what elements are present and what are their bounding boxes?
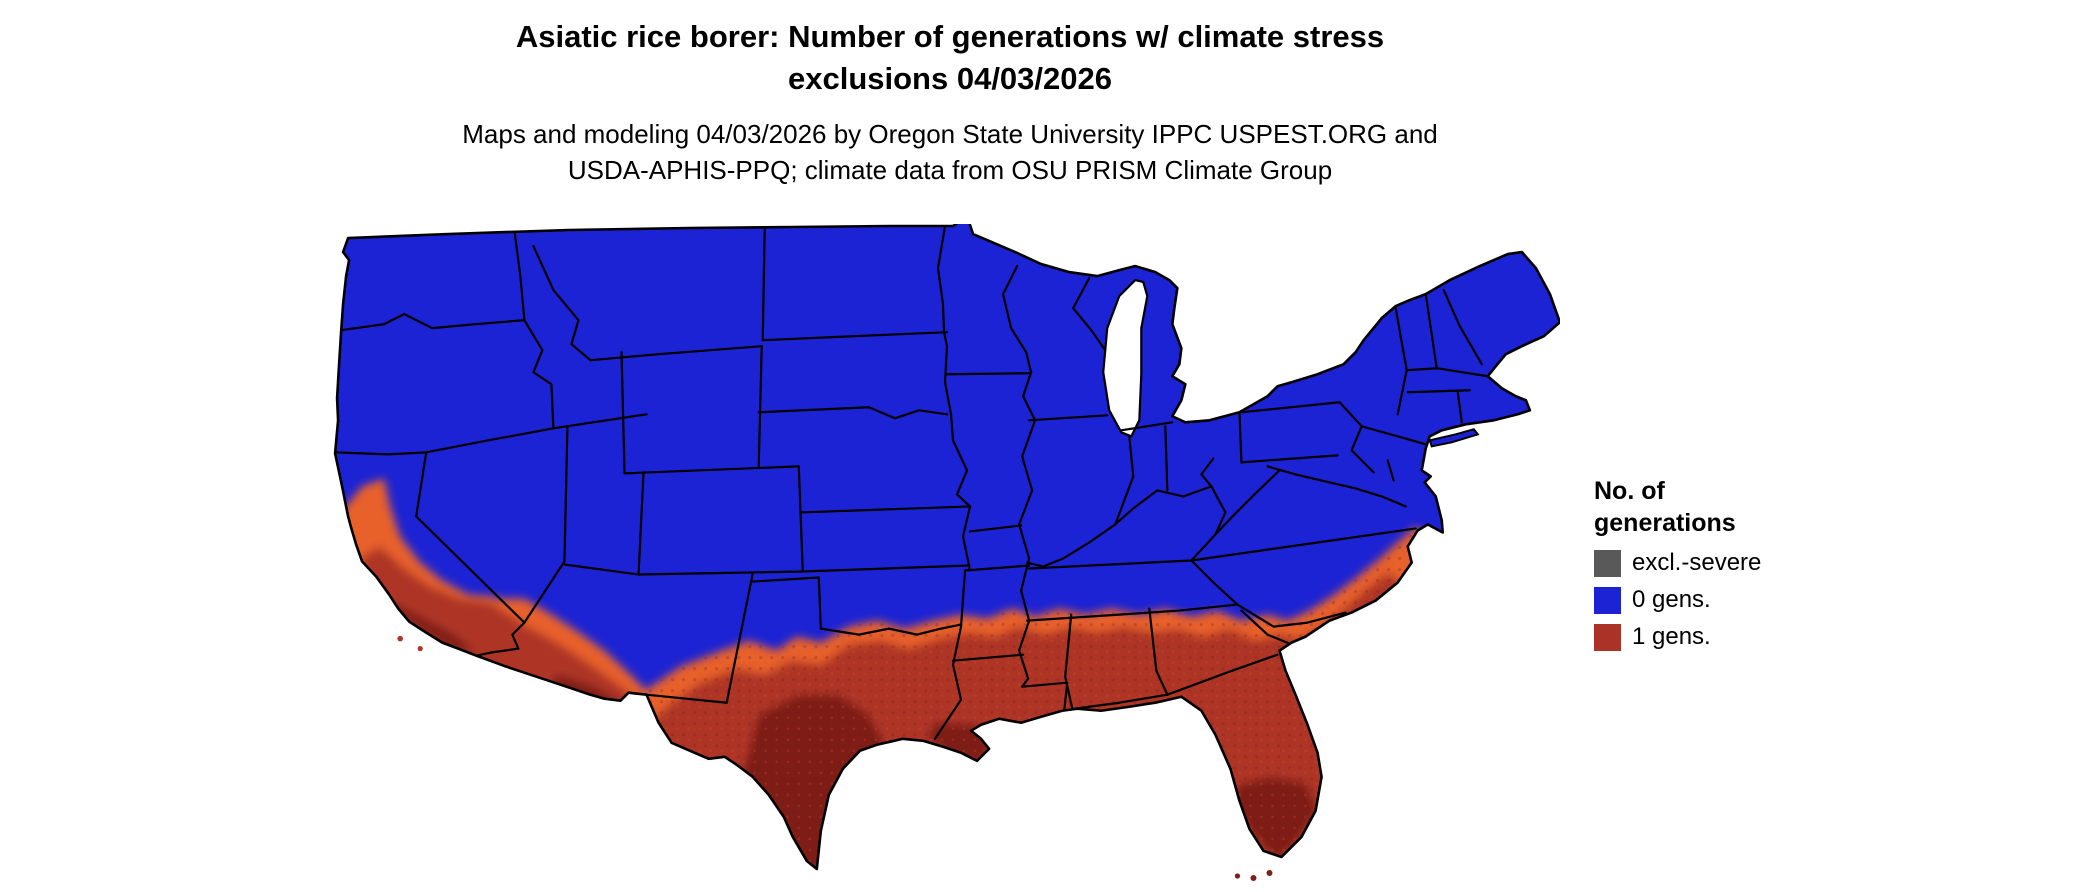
title-line-2: exclusions 04/03/2026: [787, 60, 1112, 96]
us-map: [333, 220, 1562, 881]
florida-keys-dot: [1250, 874, 1257, 881]
page-title: Asiatic rice borer: Number of generation…: [330, 16, 1570, 100]
legend-title-line-1: No. of: [1594, 477, 1665, 505]
darkred-socal-coast: [388, 602, 477, 653]
legend-swatch-excl-severe: [1594, 549, 1621, 577]
lake-michigan: [1102, 278, 1149, 438]
long-island: [1428, 428, 1480, 448]
offshore-features: [397, 428, 1480, 881]
legend-title: No. of generations: [1594, 476, 1761, 539]
channel-island-dot: [417, 646, 423, 652]
legend-swatch-1-gens: [1594, 623, 1621, 651]
legend-title-line-2: generations: [1594, 508, 1736, 537]
legend-items: excl.-severe 0 gens. 1 gens.: [1594, 549, 1761, 651]
legend-item-excl-severe: excl.-severe: [1594, 549, 1761, 577]
subtitle-line-1: Maps and modeling 04/03/2026 by Oregon S…: [462, 118, 1438, 149]
red-california: [358, 546, 541, 683]
legend-item-1-gens: 1 gens.: [1594, 623, 1761, 651]
channel-island-dot: [397, 635, 403, 642]
great-lakes: [1102, 278, 1149, 438]
legend-label-excl-severe: excl.-severe: [1632, 549, 1762, 576]
florida-keys-dot: [1266, 869, 1273, 876]
map-legend: No. of generations excl.-severe 0 gens. …: [1594, 476, 1761, 660]
state-borders: [335, 224, 1489, 740]
title-line-1: Asiatic rice borer: Number of generation…: [515, 19, 1385, 54]
legend-item-0-gens: 0 gens.: [1594, 586, 1761, 614]
florida-keys-dot: [1234, 873, 1241, 879]
legend-label-0-gens: 0 gens.: [1632, 586, 1711, 613]
subtitle-line-2: USDA-APHIS-PPQ; climate data from OSU PR…: [567, 155, 1333, 186]
legend-label-1-gens: 1 gens.: [1632, 623, 1711, 650]
us-map-container: [328, 220, 1562, 885]
legend-swatch-0-gens: [1594, 586, 1621, 614]
page-subtitle: Maps and modeling 04/03/2026 by Oregon S…: [330, 116, 1570, 189]
header: Asiatic rice borer: Number of generation…: [330, 16, 1570, 188]
